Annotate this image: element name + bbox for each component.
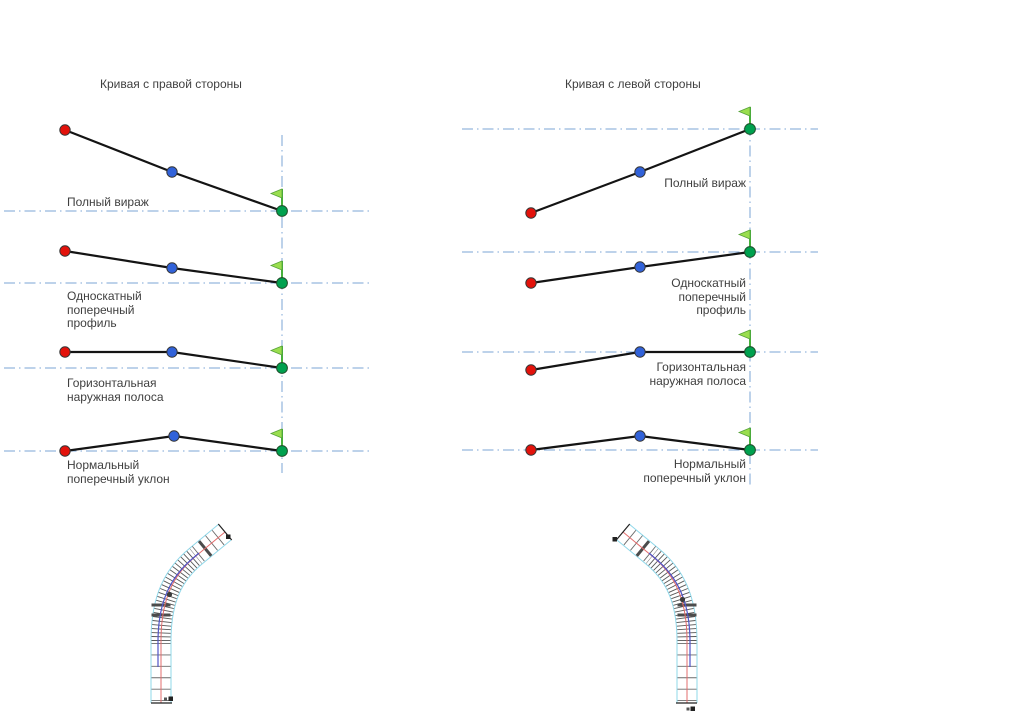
flag-icon (269, 428, 283, 448)
red-dot (525, 277, 537, 289)
red-dot (59, 346, 71, 358)
station-markers (612, 537, 695, 711)
blue-dot (634, 430, 646, 442)
label-line: Односкатный (67, 289, 142, 303)
green-dot (744, 123, 756, 135)
stage-label-full-superelevation: Полный вираж (67, 195, 149, 210)
flags (269, 106, 751, 448)
left-panel-title: Кривая с правой стороны (100, 77, 242, 91)
label-line: профиль (67, 316, 117, 330)
station-label-mark (690, 706, 695, 711)
station-markers (164, 534, 231, 701)
blue-dot (166, 262, 178, 274)
label-line: Нормальный (67, 458, 140, 472)
right-panel-title: Кривая с левой стороны (565, 77, 701, 91)
flag-icon (737, 329, 751, 349)
label-line: наружная полоса (67, 389, 164, 404)
road-plan-left-curve (613, 524, 698, 711)
blue-dot (634, 346, 646, 358)
station-label-mark (612, 537, 617, 542)
label-line: поперечный (67, 302, 135, 317)
station-label-mark (164, 697, 167, 701)
station-label-mark (686, 707, 690, 711)
station-label-mark (226, 534, 231, 539)
green-dot (744, 444, 756, 456)
green-dot (276, 362, 288, 374)
stage-label-horizontal-outer: Горизонтальная наружная полоса (67, 376, 164, 404)
green-dot (276, 445, 288, 457)
label-line: Горизонтальная (656, 360, 746, 374)
label-line: Односкатный (671, 276, 746, 290)
blue-dot (634, 166, 646, 178)
green-dot (276, 205, 288, 217)
label-line: Полный вираж (664, 176, 746, 190)
green-dot (744, 346, 756, 358)
outer-edge-dots (59, 124, 537, 457)
stage-label-horizontal-outer: Горизонтальная наружная полоса (556, 360, 746, 388)
flag-icon (737, 106, 751, 126)
label-line: поперечный уклон (643, 470, 746, 485)
red-dot (525, 444, 537, 456)
label-line: Нормальный (673, 457, 746, 471)
flag-icon (269, 345, 283, 365)
flag-icon (737, 427, 751, 447)
red-dot (59, 124, 71, 136)
red-dot (525, 207, 537, 219)
flag-icon (269, 260, 283, 280)
centerline-dots (166, 166, 646, 442)
label-line: профиль (696, 303, 746, 317)
label-line: поперечный уклон (67, 471, 170, 486)
stage-label-normal-crown: Нормальный поперечный уклон (67, 458, 170, 486)
flag-icon (737, 229, 751, 249)
stage-label-single-slope: Односкатный поперечный профиль (67, 289, 142, 331)
green-dot (276, 277, 288, 289)
green-dot (744, 246, 756, 258)
blue-dot (166, 346, 178, 358)
flag-icon (269, 188, 283, 208)
stage-label-normal-crown: Нормальный поперечный уклон (556, 457, 746, 485)
red-dot (59, 245, 71, 257)
blue-dot (634, 261, 646, 273)
stage-label-full-superelevation: Полный вираж (556, 176, 746, 191)
label-line: Полный вираж (67, 195, 149, 209)
red-dot (525, 364, 537, 376)
curve-midpoint-marker (166, 591, 173, 598)
blue-dot (168, 430, 180, 442)
label-line: поперечный (678, 289, 747, 304)
road-plan-right-curve (151, 524, 232, 703)
label-line: Горизонтальная (67, 376, 157, 390)
red-dot (59, 445, 71, 457)
rotation-point-dots (276, 123, 756, 457)
station-label-mark (168, 696, 173, 701)
stage-label-single-slope: Односкатный поперечный профиль (556, 276, 747, 318)
curve-midpoint-marker (679, 596, 686, 603)
label-line: наружная полоса (649, 373, 746, 388)
blue-dot (166, 166, 178, 178)
